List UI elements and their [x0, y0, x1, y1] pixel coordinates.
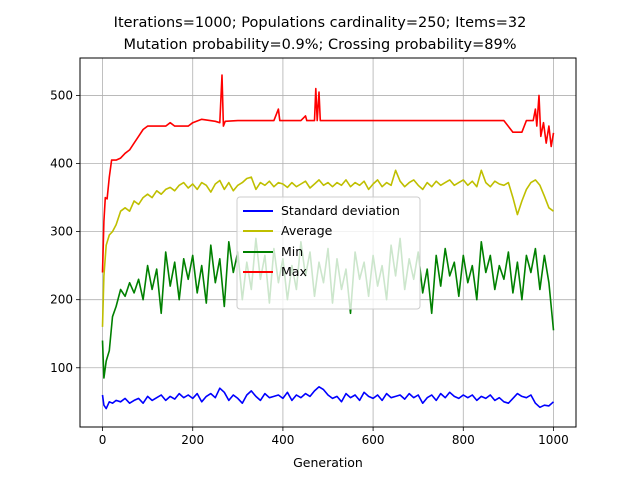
- series-line-average: [101, 169, 554, 327]
- chart-subtitle: Mutation probability=0.9%; Crossing prob…: [123, 37, 516, 53]
- legend-label-max: Max: [281, 264, 307, 279]
- y-tick-label: 100: [50, 361, 73, 375]
- y-tick-label: 300: [50, 225, 73, 239]
- x-tick-label: 400: [271, 433, 294, 447]
- x-tick-label: 600: [362, 433, 385, 447]
- y-tick-label: 500: [50, 88, 73, 102]
- series-line-std: [101, 386, 555, 410]
- x-axis-label: Generation: [293, 455, 363, 470]
- x-tick-label: 200: [181, 433, 204, 447]
- axis-ticks: 0 200 400 600 800 1000 100 200 300 400 500: [50, 88, 569, 447]
- legend-label-std: Standard deviation: [281, 203, 400, 218]
- legend-label-average: Average: [281, 223, 333, 238]
- legend: Standard deviation Average Min Max: [236, 196, 421, 310]
- y-tick-label: 400: [50, 157, 73, 171]
- x-tick-label: 0: [99, 433, 107, 447]
- x-tick-label: 800: [452, 433, 475, 447]
- legend-box: [236, 196, 421, 310]
- plot-frame: [79, 57, 577, 428]
- series-line-max: [101, 74, 555, 273]
- x-tick-label: 1000: [538, 433, 569, 447]
- chart-title: Iterations=1000; Populations cardinality…: [114, 15, 527, 31]
- legend-label-min: Min: [281, 244, 303, 259]
- y-tick-label: 200: [50, 293, 73, 307]
